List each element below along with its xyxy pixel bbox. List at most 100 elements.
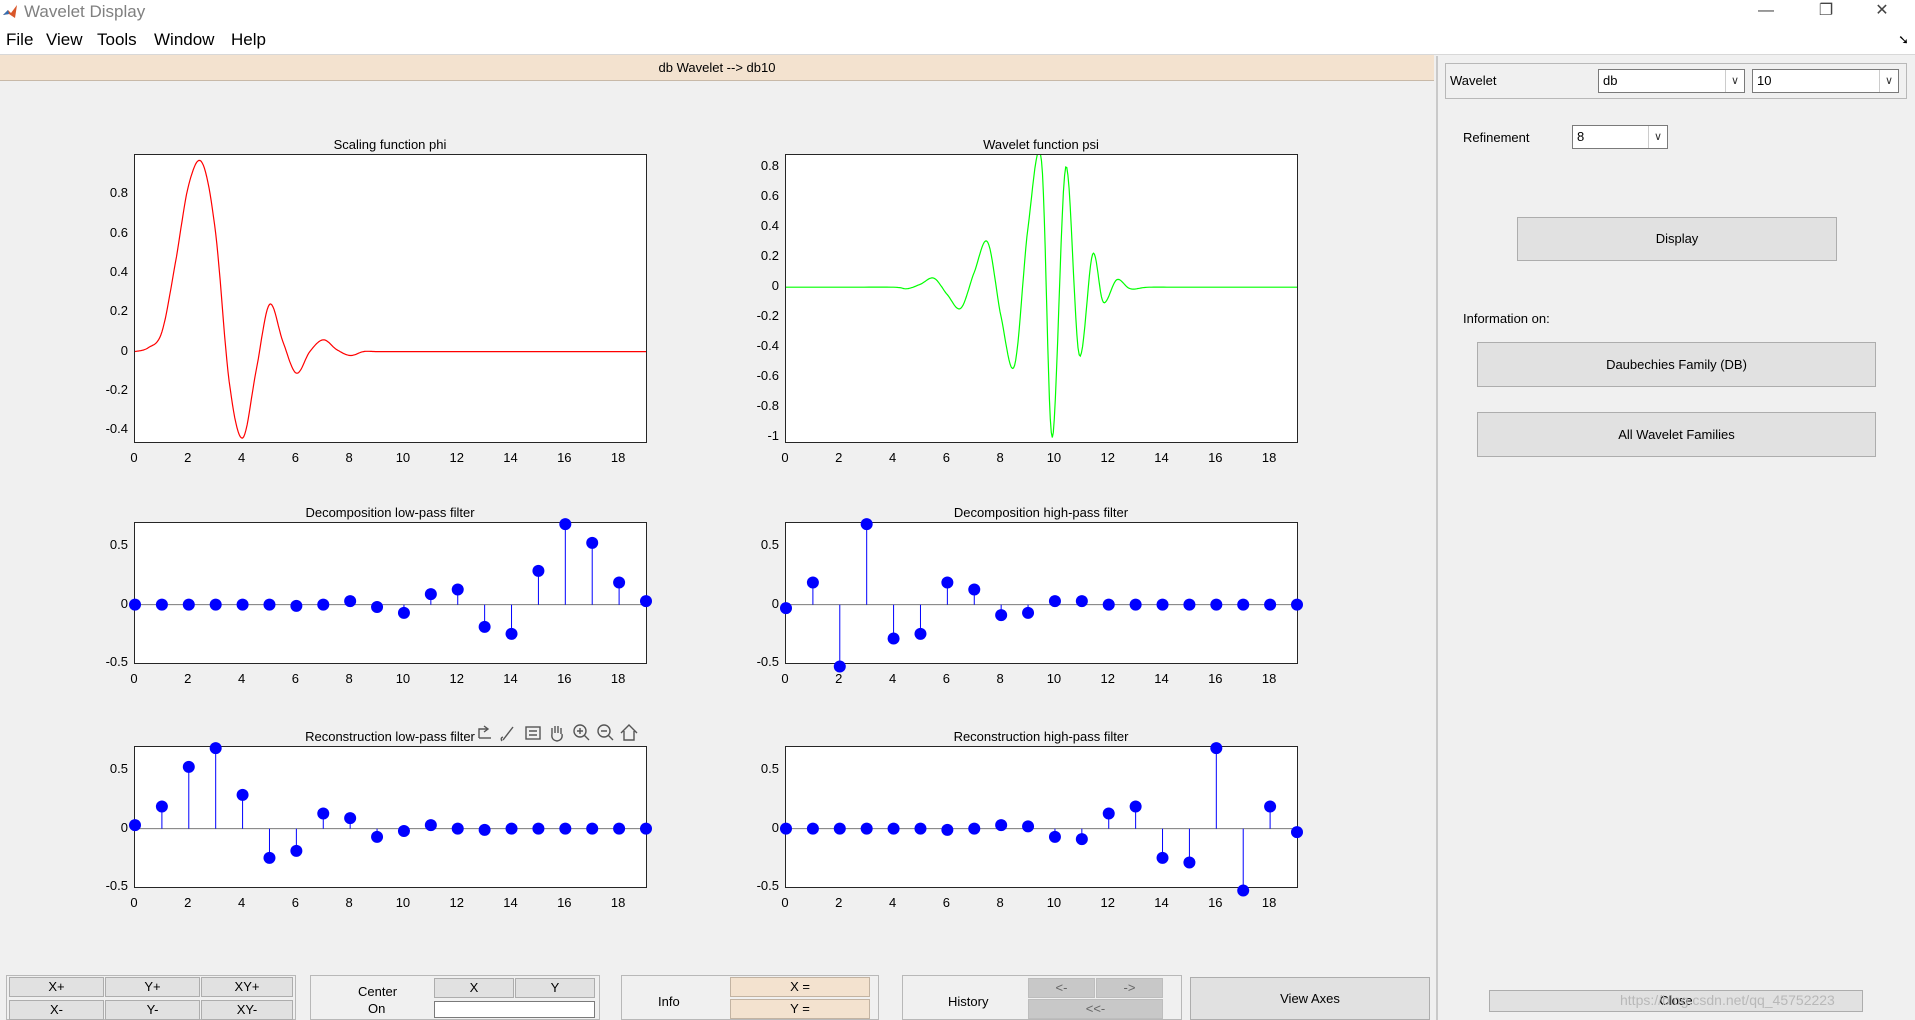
x-tick-label: 14: [1154, 450, 1169, 465]
menu-tools[interactable]: Tools: [97, 30, 137, 49]
stem-marker: [941, 823, 954, 836]
axes-scaling-function[interactable]: [134, 154, 647, 443]
history-back-button[interactable]: <-: [1028, 978, 1095, 998]
menu-file[interactable]: File: [6, 30, 34, 49]
stem-marker: [397, 825, 410, 837]
stem-marker: [995, 609, 1008, 622]
axes-toolbar: [475, 722, 647, 744]
stem-marker: [1183, 598, 1196, 611]
stem-marker: [505, 627, 518, 640]
x-tick-label: 16: [557, 671, 572, 686]
history-label: History: [948, 994, 989, 1009]
stem-marker: [344, 595, 357, 608]
zoom-xy-plus-button[interactable]: XY+: [201, 977, 293, 997]
axes-lo-r[interactable]: [129, 742, 652, 888]
plot-title-hi-d: Decomposition high-pass filter: [953, 505, 1129, 520]
stem-marker: [941, 576, 954, 589]
menu-window[interactable]: Window: [154, 30, 215, 49]
close-window-button[interactable]: ✕: [1875, 2, 1889, 19]
stem-marker: [263, 598, 276, 611]
center-on-field[interactable]: [434, 1001, 595, 1018]
maximize-button[interactable]: ❐: [1818, 2, 1834, 19]
wavelet-family-select[interactable]: db ∨: [1598, 69, 1745, 93]
plot-title-phi: Scaling function phi: [333, 137, 447, 152]
refinement-select[interactable]: 8 ∨: [1572, 125, 1668, 149]
x-readout: X =: [730, 977, 870, 997]
stem-marker: [129, 598, 141, 611]
y-tick-label: 0: [120, 342, 128, 358]
menu-bar: File View Tools Window Help ➘: [0, 24, 1915, 55]
x-tick-label: 4: [888, 450, 897, 465]
x-tick-label: 0: [781, 450, 789, 465]
y-tick-label: -0.5: [105, 654, 128, 669]
x-tick-label: 2: [184, 895, 192, 910]
x-tick-label: 14: [503, 895, 518, 910]
x-tick-label: 0: [130, 450, 138, 465]
x-tick-label: 18: [1261, 671, 1277, 686]
x-tick-label: 12: [449, 671, 464, 686]
stem-marker: [613, 822, 626, 835]
x-tick-label: 16: [1208, 895, 1223, 910]
menu-help[interactable]: Help: [231, 30, 266, 49]
history-forward-button[interactable]: ->: [1096, 978, 1163, 998]
stem-marker: [887, 822, 900, 835]
x-tick-label: 2: [184, 450, 192, 465]
display-button[interactable]: Display: [1517, 217, 1837, 261]
stem-marker: [1102, 598, 1115, 611]
x-tick-label: 12: [449, 450, 464, 465]
zoom-x-minus-button[interactable]: X-: [9, 1000, 104, 1020]
family-info-button[interactable]: Daubechies Family (DB): [1477, 342, 1876, 387]
stem-marker: [1264, 598, 1277, 611]
center-x-button[interactable]: X: [434, 978, 514, 998]
plot-title-lo-r: Reconstruction low-pass filter: [305, 729, 475, 744]
y-tick-label: 0.5: [109, 537, 128, 553]
stem-marker: [317, 807, 330, 820]
minimize-button[interactable]: —: [1758, 2, 1774, 19]
stem-marker: [1129, 598, 1142, 611]
wavelet-order-select[interactable]: 10 ∨: [1752, 69, 1899, 93]
stem-marker: [1210, 598, 1223, 611]
stem-marker: [397, 606, 410, 619]
y-tick-label: 0.5: [760, 761, 779, 777]
stem-marker: [833, 822, 846, 835]
x-tick-label: 4: [237, 450, 246, 465]
axes-hi-r[interactable]: [780, 742, 1303, 897]
x-tick-label: 6: [942, 671, 950, 686]
axes-lo-d[interactable]: [129, 518, 652, 664]
zoom-y-plus-button[interactable]: Y+: [105, 977, 200, 997]
x-tick-label: 4: [888, 671, 897, 686]
stem-marker: [1291, 826, 1303, 839]
x-tick-label: 6: [291, 450, 299, 465]
dock-arrow-icon[interactable]: ➘: [1898, 32, 1909, 47]
x-tick-label: 14: [1154, 895, 1169, 910]
center-y-button[interactable]: Y: [515, 978, 595, 998]
axes-wavelet-function[interactable]: [785, 154, 1298, 443]
stem-marker: [451, 583, 464, 596]
wavelet-label: Wavelet: [1450, 73, 1497, 88]
stem-marker: [613, 576, 626, 589]
stem-marker: [1048, 830, 1061, 843]
x-tick-label: 18: [610, 450, 626, 465]
all-families-button[interactable]: All Wavelet Families: [1477, 412, 1876, 457]
zoom-in-icon: [573, 724, 590, 741]
axes-hi-d[interactable]: [780, 518, 1303, 673]
menu-view[interactable]: View: [46, 30, 83, 49]
zoom-x-plus-button[interactable]: X+: [9, 977, 104, 997]
x-tick-label: 16: [557, 895, 572, 910]
wavelet-info-bar: db Wavelet --> db10: [0, 55, 1434, 81]
x-tick-label: 14: [503, 671, 518, 686]
view-axes-button[interactable]: View Axes: [1190, 977, 1430, 1020]
center-label: Center: [358, 984, 398, 999]
history-first-button[interactable]: <<-: [1028, 999, 1163, 1019]
zoom-y-minus-button[interactable]: Y-: [105, 1000, 200, 1020]
zoom-xy-minus-button[interactable]: XY-: [201, 1000, 293, 1020]
x-tick-label: 2: [184, 671, 192, 686]
y-tick-label: 0.6: [109, 224, 128, 240]
close-button[interactable]: Close: [1489, 990, 1863, 1012]
stem-marker: [914, 822, 927, 835]
stem-marker: [371, 601, 384, 613]
x-tick-label: 14: [503, 450, 518, 465]
x-tick-label: 6: [942, 450, 950, 465]
x-tick-label: 18: [1261, 450, 1277, 465]
y-tick-label: 0.4: [109, 263, 128, 279]
